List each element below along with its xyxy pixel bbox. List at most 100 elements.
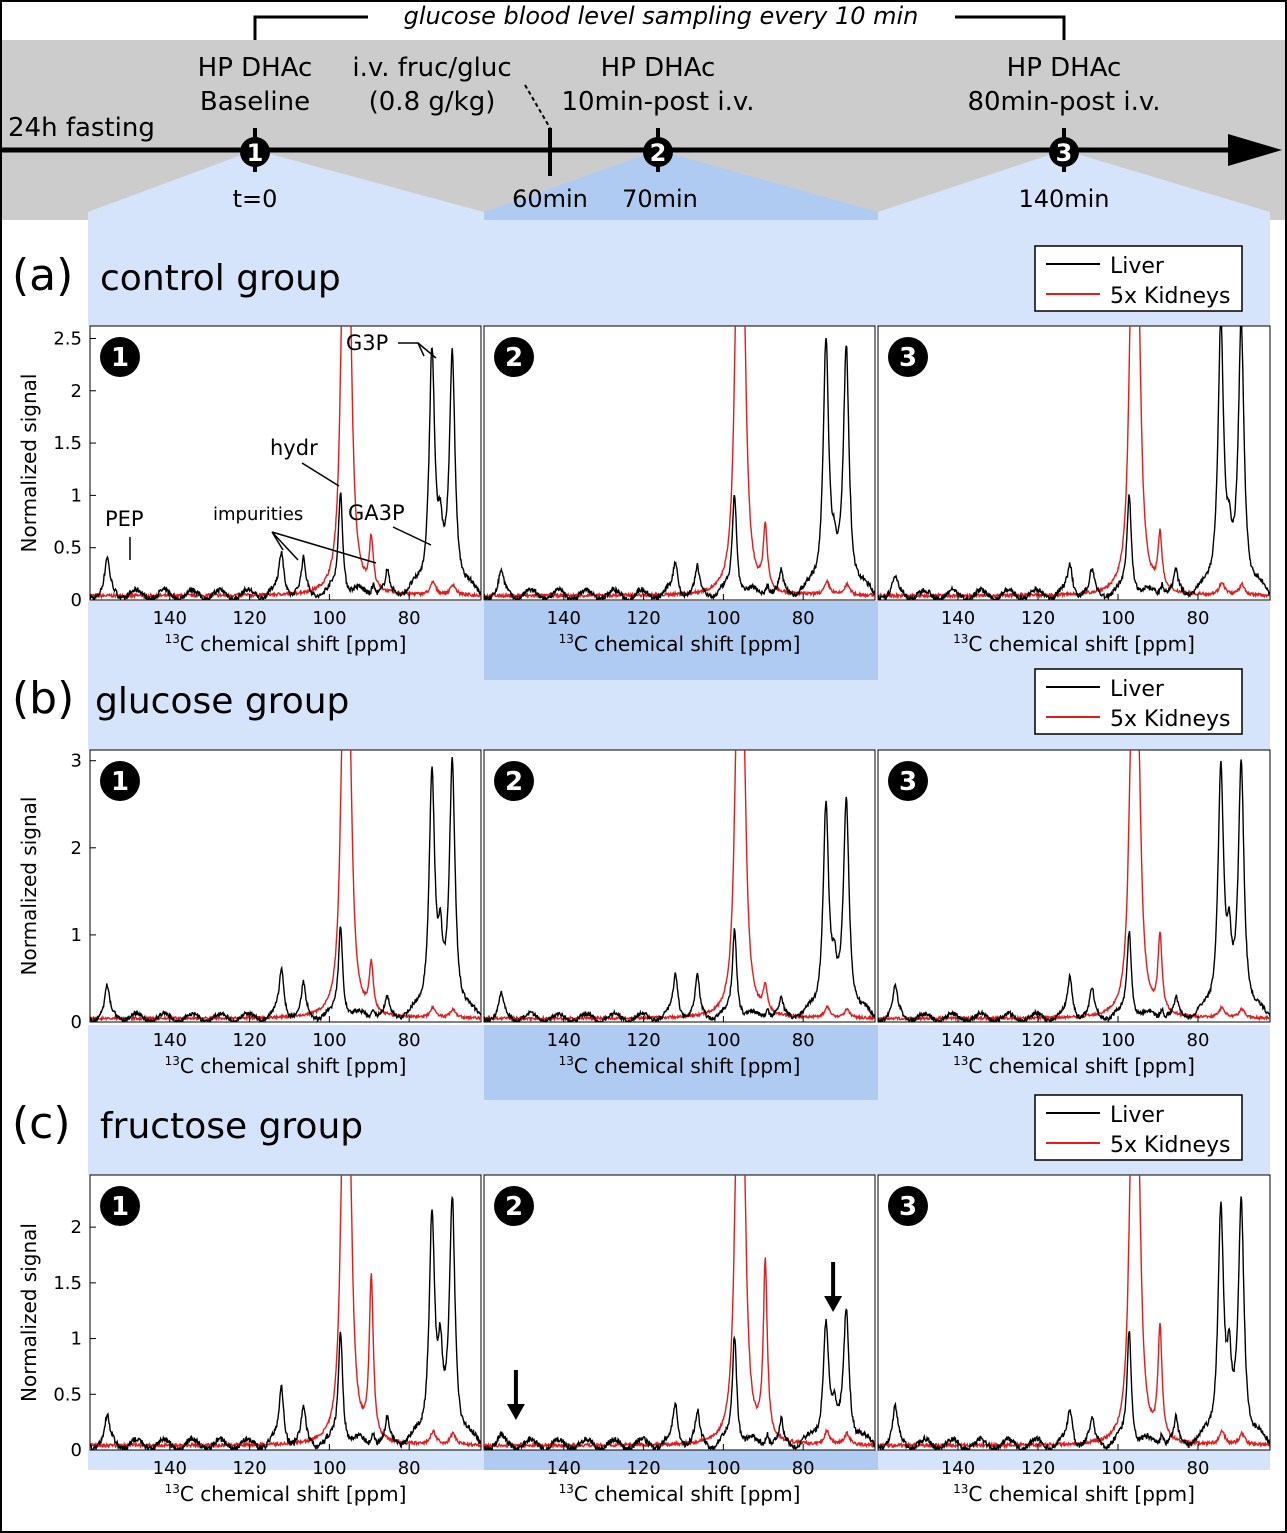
annotation-arrow-head: [824, 1296, 843, 1312]
legend-liver-label: Liver: [1110, 254, 1165, 279]
x-axis-label-superscript: 13: [953, 1482, 968, 1496]
panel-number-badge: [100, 1186, 140, 1226]
x-tick-label: 80: [1187, 608, 1210, 629]
legend-kidneys-label: 5x Kidneys: [1110, 1133, 1230, 1158]
panel-number: 3: [899, 767, 917, 797]
x-axis-label: 13C chemical shift [ppm]: [165, 1482, 407, 1506]
time-label: t=0: [233, 185, 278, 213]
x-axis-label-text: C chemical shift [ppm]: [968, 1054, 1195, 1078]
spectrum-panel-c-2: 140 120 100 80 13C chemical shift [ppm] 2: [483, 1174, 876, 1506]
legend-box: [1034, 245, 1243, 312]
x-tick-label: 80: [1187, 1458, 1210, 1479]
spectrum-panel-b-2: 140 120 100 80 13C chemical shift [ppm] 2: [483, 749, 876, 1078]
spectrum-panel-b-3: 140 120 100 80 13C chemical shift [ppm] 3: [877, 749, 1271, 1078]
x-tick-label: 140: [547, 1030, 581, 1051]
x-tick-label: 120: [232, 608, 266, 629]
spectrum-panel-a-1: 140 120 100 80 13C chemical shift [ppm] 0 0.5 1…: [17, 325, 482, 656]
legend-liver-label: Liver: [1110, 1103, 1165, 1128]
panel-number-badge: [888, 761, 928, 801]
y-tick-label: 2: [71, 838, 82, 859]
x-tick-label: 100: [312, 1030, 346, 1051]
x-axis-label: 13C chemical shift [ppm]: [953, 632, 1195, 656]
row-label: (a): [12, 250, 73, 301]
x-axis-label-text: C chemical shift [ppm]: [968, 1482, 1195, 1506]
plot-frame: [89, 749, 482, 1023]
x-tick-label: 80: [398, 1458, 421, 1479]
left-margin: [0, 220, 88, 1533]
x-tick-label: 80: [398, 608, 421, 629]
x-axis-label: 13C chemical shift [ppm]: [165, 1054, 407, 1078]
timepoint-number: 3: [1056, 139, 1073, 167]
x-tick-label: 140: [153, 1030, 187, 1051]
plot-frame: [89, 1174, 482, 1451]
y-tick-label: 0: [71, 1440, 82, 1461]
injection-pointer: [524, 84, 551, 129]
x-tick-label: 80: [398, 1030, 421, 1051]
plot-frame: [877, 749, 1271, 1023]
x-axis-label-text: C chemical shift [ppm]: [574, 1054, 801, 1078]
x-axis-label: 13C chemical shift [ppm]: [559, 1054, 801, 1078]
baseline-label-line2: Baseline: [200, 87, 310, 117]
x-tick-label: 120: [1021, 1030, 1055, 1051]
group-title: control group: [100, 258, 341, 299]
x-tick-label: 140: [547, 1458, 581, 1479]
x-tick-label: 100: [1101, 1030, 1135, 1051]
liver-series-line: [484, 796, 875, 1022]
panel-number-badge: [494, 1186, 534, 1226]
y-axis-label: Normalized signal: [17, 1223, 41, 1402]
x-tick-label: 140: [153, 1458, 187, 1479]
x-tick-label: 80: [792, 1458, 815, 1479]
panel-number: 1: [111, 343, 129, 373]
x-tick-label: 140: [941, 608, 975, 629]
annotation-hydr-leader: [301, 462, 340, 487]
annotation-pep: PEP: [105, 507, 144, 531]
timeline: glucose blood level sampling every 10 mi…: [0, 2, 1282, 213]
x-axis-label-text: C chemical shift [ppm]: [574, 632, 801, 656]
x-axis-label: 13C chemical shift [ppm]: [559, 632, 801, 656]
post10-label-line2: 10min-post i.v.: [561, 87, 754, 117]
panel-number: 3: [899, 1192, 917, 1222]
x-tick-label: 100: [706, 608, 740, 629]
post10-column-wedge: [484, 150, 878, 220]
legend-liver-label: Liver: [1110, 677, 1165, 702]
y-axis-label: Normalized signal: [17, 374, 41, 553]
y-tick-label: 0: [71, 1012, 82, 1033]
x-axis-label: 13C chemical shift [ppm]: [165, 632, 407, 656]
plot-frame: [877, 1174, 1271, 1451]
legend: Liver 5x Kidneys: [1034, 1094, 1243, 1161]
panel-number-badge: [888, 337, 928, 377]
spectrum-panel-b-1: 140 120 100 80 13C chemical shift [ppm] 0 1 2 3 N…: [17, 749, 482, 1078]
x-tick-label: 100: [312, 608, 346, 629]
y-tick-label: 0: [71, 590, 82, 611]
legend-box: [1034, 1094, 1243, 1161]
annotation-g3p: G3P: [346, 331, 388, 355]
x-tick-label: 120: [232, 1458, 266, 1479]
panel-number-badge: [100, 337, 140, 377]
legend-kidneys-label: 5x Kidneys: [1110, 707, 1230, 732]
x-tick-label: 120: [626, 608, 660, 629]
x-axis-label: 13C chemical shift [ppm]: [953, 1482, 1195, 1506]
liver-series-line: [90, 347, 481, 600]
kidneys-series-line: [484, 1175, 875, 1450]
liver-series-line: [484, 337, 875, 600]
injection-label-line1: i.v. fruc/gluc: [352, 53, 511, 83]
annotation-impurities-leader: [271, 531, 377, 564]
x-axis-label-text: C chemical shift [ppm]: [180, 1482, 407, 1506]
panel-number-badge: [100, 761, 140, 801]
liver-series-line: [90, 756, 481, 1022]
annotation-ga3p-leader: [392, 526, 432, 546]
x-tick-label: 120: [626, 1458, 660, 1479]
x-axis-label-superscript: 13: [165, 1482, 180, 1496]
panel-number: 3: [899, 343, 917, 373]
fasting-label: 24h fasting: [8, 113, 155, 143]
liver-series-line: [878, 759, 1270, 1022]
x-axis-label-text: C chemical shift [ppm]: [574, 1482, 801, 1506]
baseline-label-line1: HP DHAc: [198, 53, 313, 83]
post80-label-line1: HP DHAc: [1007, 53, 1122, 83]
kidneys-series-line: [878, 1175, 1270, 1450]
x-tick-label: 120: [232, 1030, 266, 1051]
y-tick-label: 1: [71, 1329, 82, 1350]
y-tick-label: 1.5: [53, 1273, 82, 1294]
